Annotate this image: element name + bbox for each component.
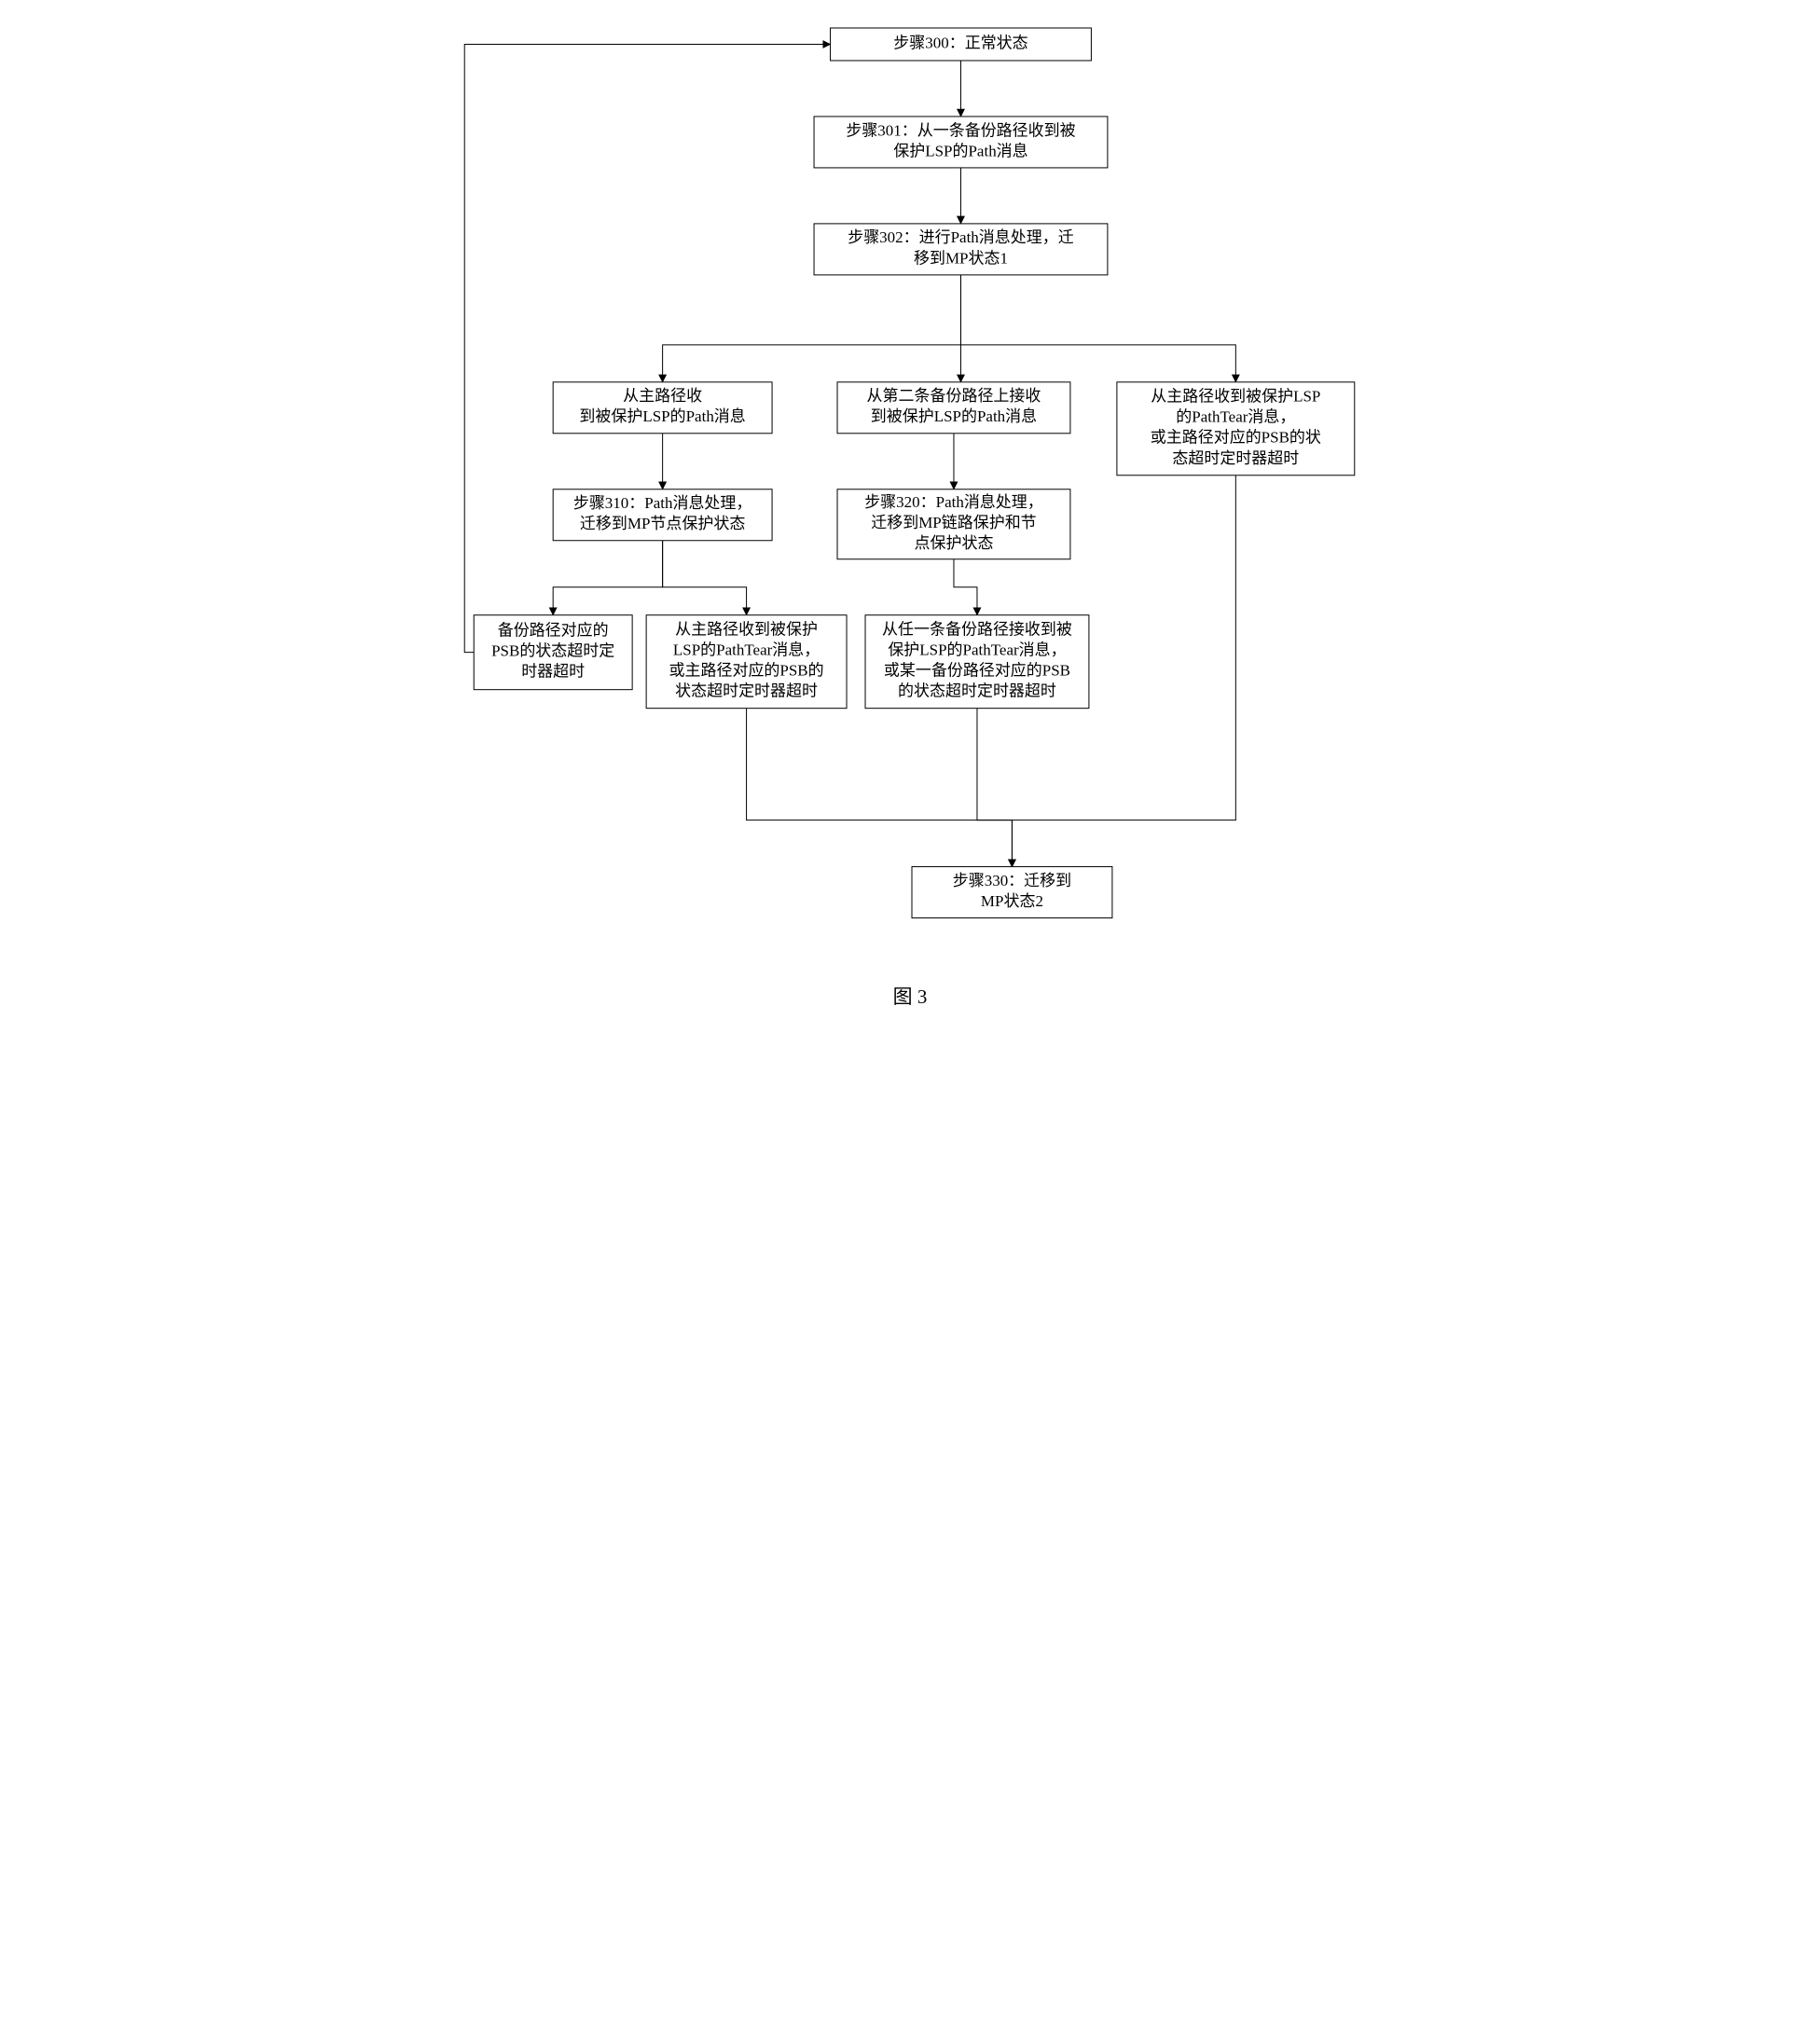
node-text-bMR-0: 从任一条备份路径接收到被 [882,620,1072,638]
node-text-bR1-2: 或主路径对应的PSB的状 [1151,429,1321,447]
node-text-b310-1: 迁移到MP节点保护状态 [580,515,745,532]
edge-4 [960,275,1235,382]
node-text-bLL-1: PSB的状态超时定 [491,642,614,660]
node-text-b302-1: 移到MP状态1 [914,249,1008,267]
node-text-bM1-0: 从第二条备份路径上接收 [867,387,1041,405]
node-text-b301-0: 步骤301：从一条备份路径收到被 [846,121,1075,139]
node-text-bLR-0: 从主路径收到被保护 [675,620,818,638]
node-text-bL1-1: 到被保护LSP的Path消息 [579,407,745,425]
node-text-bL1-0: 从主路径收 [623,387,702,405]
figure-caption: 图 3 [893,985,928,1008]
node-text-b301-1: 保护LSP的Path消息 [893,142,1027,159]
node-text-bLR-1: LSP的PathTear消息， [673,641,820,659]
edge-2 [663,275,961,382]
node-text-b300-0: 步骤300：正常状态 [893,34,1027,51]
node-text-bLR-3: 状态超时定时器超时 [675,682,818,700]
node-text-bLR-2: 或主路径对应的PSB的 [669,662,824,680]
edge-11 [747,709,1013,867]
node-text-b320-0: 步骤320：Path消息处理， [864,493,1043,511]
node-text-b302-0: 步骤302：进行Path消息处理，迁 [848,228,1074,246]
node-text-bMR-1: 保护LSP的PathTear消息， [888,641,1066,659]
node-text-bR1-1: 的PathTear消息， [1176,408,1295,426]
node-text-bMR-3: 的状态超时定时器超时 [898,682,1056,700]
node-text-bR1-3: 态超时定时器超时 [1172,449,1299,467]
node-text-bR1-0: 从主路径收到被保护LSP [1151,388,1320,406]
node-text-bM1-1: 到被保护LSP的Path消息 [871,407,1037,425]
edge-7 [553,541,662,615]
node-text-bLL-0: 备份路径对应的 [498,622,609,640]
node-text-b330-0: 步骤330：迁移到 [953,872,1071,889]
node-text-b320-1: 迁移到MP链路保护和节 [871,514,1036,531]
edge-12 [977,709,1012,867]
node-text-bMR-2: 或某一备份路径对应的PSB [884,662,1070,680]
edge-9 [954,559,977,615]
flowchart: 步骤300：正常状态步骤301：从一条备份路径收到被保护LSP的Path消息步骤… [455,19,1365,1031]
node-text-b310-0: 步骤310：Path消息处理， [573,494,752,512]
node-text-bLL-2: 时器超时 [521,663,585,681]
edge-10 [464,44,830,652]
node-text-b320-2: 点保护状态 [915,534,994,552]
node-text-b330-1: MP状态2 [981,892,1043,910]
edge-8 [663,541,747,615]
